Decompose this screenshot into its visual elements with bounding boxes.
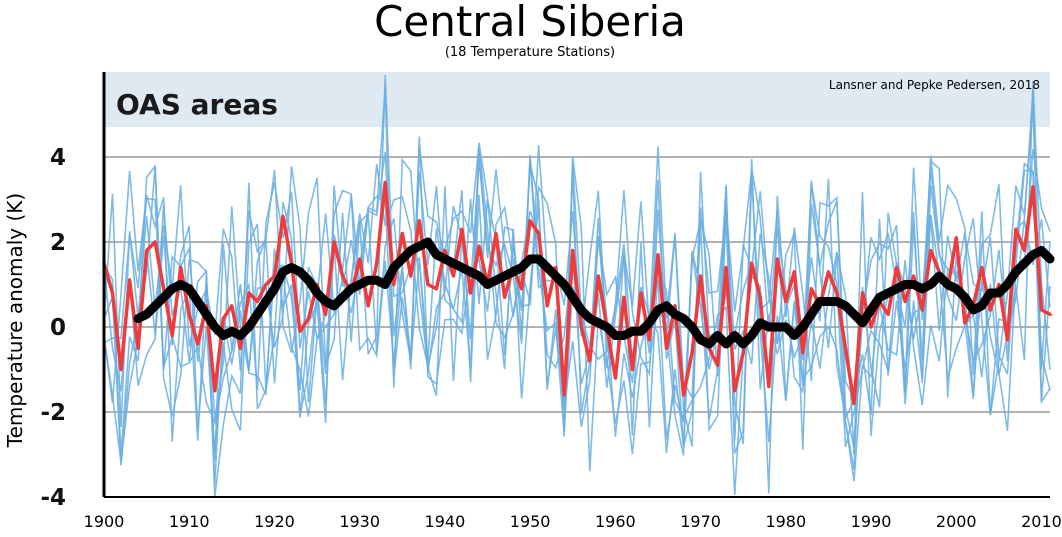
x-tick-label: 1940 [425, 512, 466, 531]
chart-credit: Lansner and Pepke Pedersen, 2018 [829, 78, 1040, 92]
x-tick-label: 2000 [936, 512, 977, 531]
x-tick-label: 1930 [339, 512, 380, 531]
shaded-band [104, 72, 1050, 127]
y-axis-label: Temperature anomaly (K) [3, 193, 27, 448]
x-tick-label: 1970 [680, 512, 721, 531]
x-tick-label: 1910 [169, 512, 210, 531]
x-tick-label: 2010 [1021, 512, 1062, 531]
station-series-line [103, 144, 1051, 466]
x-tick-label: 1900 [84, 512, 125, 531]
x-tick-label: 1990 [851, 512, 892, 531]
x-tick-label: 1950 [510, 512, 551, 531]
x-tick-label: 1960 [595, 512, 636, 531]
y-tick-label: -4 [40, 485, 66, 511]
y-tick-labels: 4 2 0 -2 -4 [40, 145, 66, 511]
y-tick-label: 4 [50, 145, 66, 171]
y-tick-label: -2 [40, 400, 66, 426]
x-tick-labels: 1900 1910 1920 1930 1940 1950 1960 1970 1980 1990… [84, 512, 1062, 531]
panel-label: OAS areas [116, 88, 278, 121]
station-series-line [103, 142, 1051, 498]
x-tick-label: 1920 [254, 512, 295, 531]
chart-subtitle: (18 Temperature Stations) [445, 45, 615, 60]
chart-title: Central Siberia [374, 0, 686, 46]
y-tick-label: 0 [50, 315, 66, 341]
x-tick-label: 1980 [765, 512, 806, 531]
y-tick-label: 2 [50, 230, 66, 256]
series-lines-group [102, 180, 1055, 406]
smoothed-series-line [133, 237, 1055, 349]
